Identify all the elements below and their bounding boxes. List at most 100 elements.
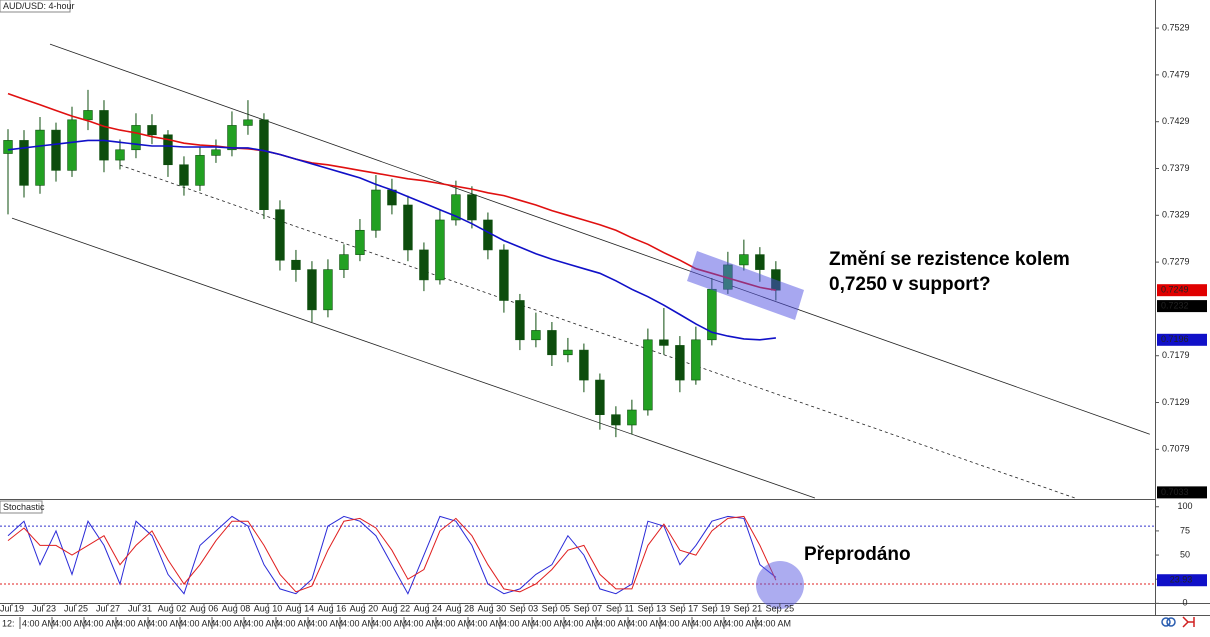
- y-tick-label: 100: [1177, 501, 1192, 511]
- candle-body: [467, 194, 477, 221]
- x-tick-label: Jul 19: [0, 603, 24, 613]
- price-marker: [1157, 284, 1207, 297]
- time-label: 4:00 AM: [534, 618, 567, 628]
- y-tick-label: 50: [1180, 549, 1190, 559]
- price-marker: [1157, 300, 1207, 313]
- chart-title: AUD/USD: 4-hour: [3, 1, 75, 11]
- x-tick-label: Sep 25: [766, 603, 795, 613]
- y-tick-label: 0.7129: [1162, 397, 1190, 407]
- candle-body: [403, 204, 413, 251]
- time-label: 4:00 AM: [246, 618, 279, 628]
- icon[interactable]: [1182, 616, 1195, 628]
- y-tick-label: 0.7429: [1162, 116, 1190, 126]
- candle-body: [275, 209, 285, 261]
- x-tick-label: Jul 27: [96, 603, 120, 613]
- x-tick-label: Aug 30: [478, 603, 507, 613]
- x-tick-label: Sep 11: [606, 603, 634, 613]
- value-marker-label: 23.93: [1170, 575, 1193, 585]
- icon[interactable]: [1166, 617, 1176, 627]
- time-label: 4:00 AM: [342, 618, 375, 628]
- x-tick-label: Sep 17: [670, 603, 699, 613]
- value-marker: [1157, 574, 1207, 587]
- candle-body: [579, 349, 589, 381]
- time-label: 4:00 AM: [118, 618, 151, 628]
- time-label: 4:00 AM: [566, 618, 599, 628]
- candle-body: [227, 125, 237, 151]
- x-tick-label: Sep 13: [638, 603, 667, 613]
- candle-body: [131, 125, 141, 151]
- icon[interactable]: [1161, 617, 1171, 627]
- x-tick-label: Sep 19: [702, 603, 731, 613]
- candle-body: [595, 379, 605, 415]
- x-tick-label: Aug 14: [286, 603, 315, 613]
- trend-line: [49, 43, 1150, 435]
- candle-body: [627, 409, 637, 426]
- y-tick-label: 0: [1182, 598, 1187, 608]
- x-tick-label: Aug 28: [446, 603, 475, 613]
- indicator-title: Stochastic: [3, 502, 45, 512]
- x-tick-label: Sep 05: [542, 603, 571, 613]
- time-label: 4:00 AM: [54, 618, 87, 628]
- candle-body: [563, 349, 573, 356]
- candle-body: [739, 254, 749, 266]
- time-label: 4:00 AM: [470, 618, 503, 628]
- time-label: 4:00 AM: [86, 618, 119, 628]
- x-tick-label: Jul 31: [128, 603, 152, 613]
- stochastic-line: [7, 515, 777, 595]
- time-label: 4:00 AM: [630, 618, 663, 628]
- x-tick-label: Aug 22: [382, 603, 411, 613]
- price-marker-label: 0.7249: [1161, 285, 1189, 295]
- candle-body: [99, 110, 109, 161]
- x-tick-label: Jul 25: [64, 603, 88, 613]
- y-tick-label: 0.7329: [1162, 210, 1190, 220]
- x-tick-label: Sep 21: [734, 603, 763, 613]
- candle-body: [323, 269, 333, 311]
- price-marker: [1157, 333, 1207, 346]
- annotation: 0,7250 v support?: [829, 274, 991, 295]
- x-tick-label: Aug 02: [158, 603, 187, 613]
- candle-body: [179, 164, 189, 186]
- y-tick-label: 0.7379: [1162, 163, 1190, 173]
- candle-body: [371, 189, 381, 231]
- candle-body: [499, 249, 509, 301]
- x-tick-label: Sep 03: [510, 603, 539, 613]
- candle-body: [419, 249, 429, 281]
- title-box: [0, 500, 43, 514]
- candle-body: [163, 134, 173, 166]
- candle-body: [339, 254, 349, 270]
- candle-body: [531, 330, 541, 341]
- time-label: 4:00 AM: [438, 618, 471, 628]
- price-marker-label: 0.7232: [1161, 300, 1189, 310]
- annotation: Přeprodáno: [804, 544, 911, 565]
- time-label: 4:00 AM: [726, 618, 759, 628]
- toolbar-icons[interactable]: [1161, 616, 1195, 628]
- moving-average: [7, 139, 776, 341]
- x-tick-label: Aug 20: [350, 603, 379, 613]
- candle-body: [435, 219, 445, 281]
- time-label: 4:00 AM: [310, 618, 343, 628]
- time-label: 4:00 AM: [214, 618, 247, 628]
- candle-body: [675, 345, 685, 381]
- x-tick-label: Aug 16: [318, 603, 347, 613]
- x-tick-label: Aug 06: [190, 603, 219, 613]
- highlight-circle: [756, 561, 804, 609]
- candle-body: [147, 125, 157, 136]
- candle-body: [35, 129, 45, 186]
- x-tick-label: Aug 24: [414, 603, 443, 613]
- candle-body: [67, 119, 77, 171]
- time-label: 4:00 AM: [374, 618, 407, 628]
- y-tick-label: 75: [1180, 525, 1190, 535]
- y-tick-label: 0.7479: [1162, 69, 1190, 79]
- annotation: Změní se rezistence kolem: [829, 249, 1070, 270]
- candle-body: [115, 149, 125, 161]
- candle-body: [755, 254, 765, 270]
- time-label: 4:00 AM: [662, 618, 695, 628]
- price-marker-label: 0.7033: [1161, 487, 1189, 497]
- time-label: 4:00 AM: [758, 618, 791, 628]
- x-tick-label: Sep 07: [574, 603, 603, 613]
- x-tick-label: Aug 10: [254, 603, 283, 613]
- candle-body: [291, 259, 301, 270]
- y-tick-label: 0.7279: [1162, 256, 1190, 266]
